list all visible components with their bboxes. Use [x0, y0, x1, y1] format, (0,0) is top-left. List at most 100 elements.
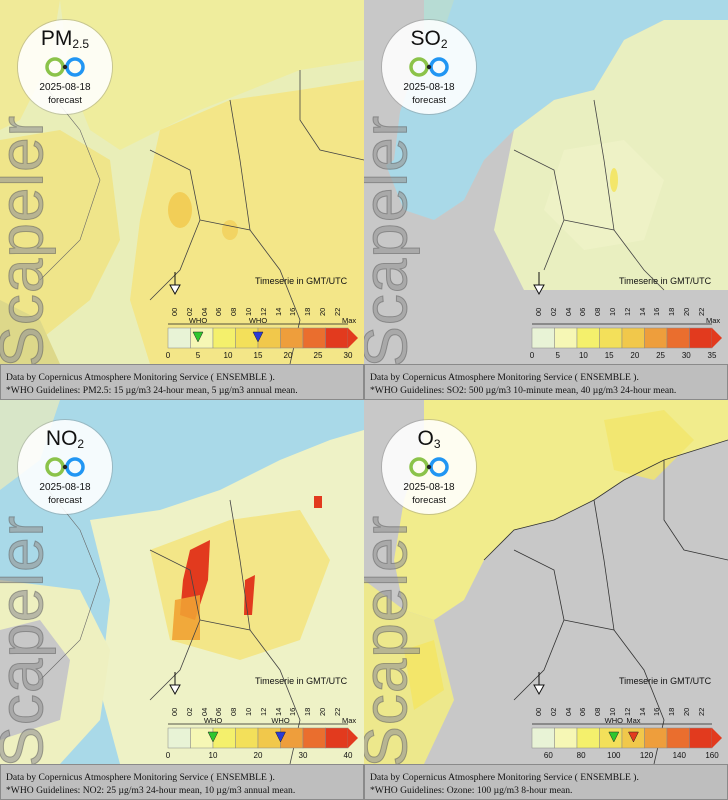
scale-color-cell [235, 727, 259, 749]
who-marker [252, 331, 264, 343]
hour-tick-label: 08 [229, 307, 239, 316]
scale-tick-label: 20 [253, 751, 263, 760]
hour-tick-label: 00 [534, 307, 543, 316]
hour-tick-label: 00 [170, 707, 179, 716]
scale-tick-label: 0 [529, 351, 535, 360]
color-scale: 0 5 10 15 20 25 30 WHO WHO Max [160, 316, 360, 366]
now-arrow-icon [533, 672, 545, 696]
watermark-text: Scapeler [0, 114, 57, 368]
hour-tick-label: 02 [184, 707, 194, 716]
pollutant-label: SO2 [410, 27, 448, 51]
watermark-text: Scapeler [364, 114, 421, 368]
hour-tick-label: 16 [652, 307, 662, 316]
who-label: WHO [604, 716, 623, 725]
now-arrow-icon [169, 272, 181, 296]
scale-tick-label: 40 [343, 751, 353, 760]
who-marker [275, 731, 286, 743]
hour-tick-label: 10 [608, 707, 617, 716]
forecast-date: 2025-08-18 [403, 482, 455, 493]
timeserie-label: Timeserie in GMT/UTC [619, 676, 712, 686]
watermark-text: Scapeler [0, 514, 57, 768]
hour-tick-label: 12 [258, 307, 268, 316]
scale-color-cell [599, 727, 623, 749]
hour-tick-label: 20 [682, 307, 691, 316]
hour-tick-label: 14 [637, 307, 647, 316]
scale-color-cell [554, 727, 578, 749]
hour-tick-label: 08 [593, 307, 603, 316]
now-arrow-icon [533, 272, 545, 296]
scale-max-label: Max [342, 716, 357, 725]
hour-tick-label: 08 [229, 707, 239, 716]
scale-tick-label: 80 [576, 751, 586, 760]
hour-tick-label: 22 [696, 707, 706, 716]
scale-max-label: Max [706, 316, 721, 325]
hour-tick-label: 10 [244, 707, 253, 716]
hour-tick-label: 20 [318, 707, 327, 716]
hour-tick-label: 04 [199, 707, 209, 716]
pollutant-label: O3 [417, 427, 441, 451]
hour-tick-label: 12 [622, 707, 632, 716]
scale-color-cell [576, 727, 600, 749]
forecast-date: 2025-08-18 [39, 482, 91, 493]
scale-color-cell [190, 327, 214, 349]
attribution-footer: Data by Copernicus Atmosphere Monitoring… [364, 364, 728, 400]
scale-bar [167, 723, 358, 749]
scale-color-cell [666, 727, 690, 749]
who-guideline-line: *WHO Guidelines: PM2.5: 15 µg/m3 24-hour… [6, 385, 298, 396]
scale-max-arrow [712, 328, 722, 348]
who-guideline-line: *WHO Guidelines: NO2: 25 µg/m3 24-hour m… [6, 785, 296, 796]
attribution-line: Data by Copernicus Atmosphere Monitoring… [370, 772, 639, 783]
scale-color-cell [212, 727, 236, 749]
hour-tick-label: 00 [170, 307, 179, 316]
scale-color-cell [554, 327, 578, 349]
scale-tick-label: 160 [705, 751, 719, 760]
hour-tick-label: 02 [548, 707, 558, 716]
timeserie-label: Timeserie in GMT/UTC [255, 276, 348, 286]
hour-ticks: 00 02 04 06 08 10 12 14 16 18 20 22 [168, 696, 348, 720]
who-guideline-line: *WHO Guidelines: Ozone: 100 µg/m3 8-hour… [370, 785, 573, 796]
watermark-text: Scapeler [364, 514, 421, 768]
scale-tick-label: 20 [630, 351, 640, 360]
who-label: Max [626, 716, 641, 725]
panel-pm25: PM2.5 2025-08-18 forecast Scapeler Times… [0, 0, 364, 400]
hour-tick-label: 06 [578, 707, 588, 716]
scale-color-cell [302, 727, 326, 749]
pollutant-badge: NO2 2025-08-18 forecast [18, 420, 112, 514]
scale-tick-label: 5 [195, 351, 201, 360]
timeserie-label: Timeserie in GMT/UTC [255, 676, 348, 686]
forecast-date: 2025-08-18 [403, 82, 455, 93]
who-guideline-line: *WHO Guidelines: SO2: 500 µg/m3 10-minut… [370, 385, 677, 396]
o3-map [364, 400, 728, 764]
scale-tick-label: 20 [283, 351, 293, 360]
color-scale: 0 5 10 15 20 25 30 35 Max [524, 316, 724, 366]
hour-tick-label: 18 [667, 707, 677, 716]
attribution-line: Data by Copernicus Atmosphere Monitoring… [370, 372, 639, 383]
scale-color-cell [325, 327, 349, 349]
hour-tick-label: 14 [273, 307, 283, 316]
panel-o3: O3 2025-08-18 forecast Scapeler Timeseri… [364, 400, 728, 800]
hour-ticks: 00 02 04 06 08 10 12 14 16 18 20 22 [532, 296, 712, 320]
forecast-date: 2025-08-18 [39, 82, 91, 93]
hour-tick-label: 16 [288, 307, 298, 316]
who-label: WHO [248, 316, 268, 325]
scale-max-label: Max [342, 316, 357, 325]
color-scale: 0 10 20 30 40 WHO WHO Max [160, 716, 360, 766]
hour-tick-label: 14 [637, 707, 647, 716]
hour-tick-label: 10 [608, 307, 617, 316]
pollutant-badge: SO2 2025-08-18 forecast [382, 20, 476, 114]
now-arrow-icon [169, 672, 181, 696]
scale-color-cell [235, 327, 259, 349]
who-marker [608, 731, 620, 743]
hour-tick-label: 14 [273, 707, 283, 716]
scale-tick-label: 25 [313, 351, 323, 360]
scale-color-cell [212, 327, 236, 349]
attribution-footer: Data by Copernicus Atmosphere Monitoring… [0, 764, 364, 800]
scale-color-cell [689, 727, 713, 749]
pollutant-badge: PM2.5 2025-08-18 forecast [18, 20, 112, 114]
scale-color-cell [689, 327, 713, 349]
pollutant-label: PM2.5 [40, 27, 90, 51]
scale-tick-label: 0 [165, 351, 171, 360]
who-label: WHO [271, 716, 290, 725]
scale-tick-label: 100 [607, 751, 621, 760]
